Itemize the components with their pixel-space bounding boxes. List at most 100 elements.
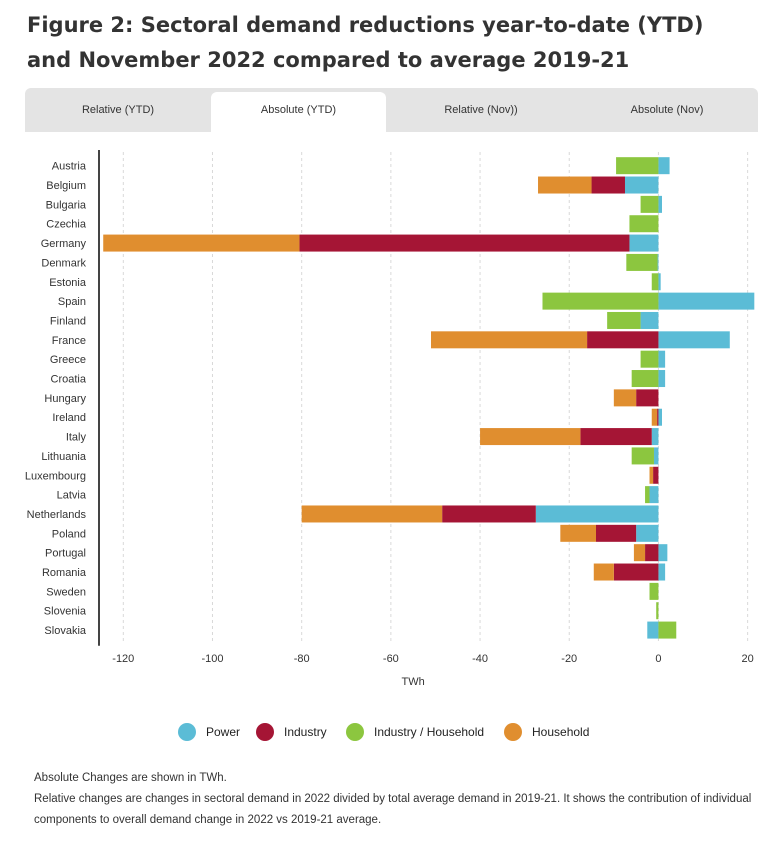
- bar-household-ireland: [651, 408, 658, 426]
- legend-item-household[interactable]: Household: [504, 720, 589, 744]
- bar-household-poland: [560, 524, 596, 542]
- y-tick-label: Hungary: [44, 393, 86, 405]
- bar-industry-household-greece: [640, 350, 659, 368]
- bar-power-bulgaria: [658, 195, 662, 213]
- bar-industry-romania: [613, 563, 659, 581]
- y-tick-label: Sweden: [46, 586, 86, 598]
- bar-power-slovakia: [647, 621, 659, 639]
- bar-industry-household-denmark: [626, 253, 658, 271]
- tab-relative-nov[interactable]: Relative (Nov)): [444, 104, 518, 116]
- y-tick-label: Romania: [42, 567, 87, 579]
- y-tick-label: France: [52, 335, 86, 347]
- y-tick-label: Greece: [50, 354, 86, 366]
- bar-household-france: [431, 331, 588, 349]
- bar-power-netherlands: [535, 505, 659, 523]
- tab-absolute-nov[interactable]: Absolute (Nov): [630, 104, 704, 116]
- bar-industry-household-latvia: [645, 486, 650, 504]
- bar-power-denmark: [657, 253, 659, 271]
- legend-label-industry: Industry: [284, 725, 327, 739]
- y-tick-label: Bulgaria: [46, 199, 87, 211]
- bar-industry-household-finland: [607, 311, 641, 329]
- tab-relative-ytd[interactable]: Relative (YTD): [81, 104, 155, 116]
- legend-label-power: Power: [206, 725, 241, 739]
- y-tick-label: Netherlands: [27, 509, 87, 521]
- bar-power-italy: [651, 428, 659, 446]
- bar-household-romania: [593, 563, 614, 581]
- y-tick-label: Ireland: [52, 412, 86, 424]
- y-tick-label: Poland: [52, 528, 86, 540]
- bar-industry-france: [587, 331, 659, 349]
- bar-industry-ireland: [657, 408, 659, 426]
- bar-power-poland: [636, 524, 659, 542]
- bar-power-austria: [658, 157, 670, 175]
- bar-industry-household-bulgaria: [640, 195, 659, 213]
- bar-industry-portugal: [645, 544, 659, 562]
- bar-industry-germany: [299, 234, 630, 252]
- x-tick-label: -20: [561, 653, 577, 665]
- y-tick-label: Portugal: [45, 548, 86, 560]
- figure-title: Figure 2: Sectoral demand reductions yea…: [27, 13, 704, 72]
- y-tick-label: Croatia: [51, 374, 87, 386]
- bar-power-greece: [658, 350, 666, 368]
- bar-household-belgium: [538, 176, 592, 194]
- y-tick-label: Estonia: [49, 277, 87, 289]
- bar-power-france: [658, 331, 730, 349]
- legend-item-power[interactable]: Power: [178, 720, 240, 744]
- x-tick-label: -80: [294, 653, 310, 665]
- chart-legend: Power Industry Industry / Household Hous…: [0, 720, 773, 744]
- bar-power-portugal: [658, 544, 668, 562]
- bar-industry-household-slovakia: [658, 621, 677, 639]
- bar-industry-luxembourg: [653, 466, 659, 484]
- legend-swatch-power: [178, 723, 196, 741]
- bar-industry-belgium: [591, 176, 625, 194]
- legend-label-industry-household: Industry / Household: [374, 725, 485, 739]
- bar-industry-netherlands: [442, 505, 536, 523]
- bar-industry-household-lithuania: [631, 447, 654, 465]
- x-tick-label: -60: [383, 653, 399, 665]
- y-tick-label: Denmark: [41, 257, 86, 269]
- y-tick-label: Italy: [66, 432, 87, 444]
- bar-power-ireland: [658, 408, 662, 426]
- note-absolute: Absolute Changes are shown in TWh.: [34, 772, 227, 784]
- legend-swatch-industry-household: [346, 723, 364, 741]
- tab-absolute-ytd[interactable]: Absolute (YTD): [211, 92, 386, 132]
- bar-power-germany: [629, 234, 659, 252]
- bar-power-belgium: [624, 176, 659, 194]
- bar-household-luxembourg: [649, 466, 654, 484]
- bar-power-latvia: [649, 486, 659, 504]
- x-tick-label: -40: [472, 653, 488, 665]
- bar-industry-household-czechia: [629, 215, 659, 233]
- y-tick-label: Finland: [50, 315, 86, 327]
- y-tick-label: Slovenia: [44, 606, 87, 618]
- x-tick-label: 20: [741, 653, 753, 665]
- y-tick-label: Spain: [58, 296, 86, 308]
- bar-industry-household-croatia: [631, 370, 659, 388]
- bar-power-lithuania: [653, 447, 659, 465]
- bar-household-italy: [480, 428, 581, 446]
- bar-power-estonia: [658, 273, 661, 291]
- y-tick-label: Latvia: [57, 490, 87, 502]
- bar-power-romania: [658, 563, 666, 581]
- note-relative: Relative changes are changes in sectoral…: [34, 793, 752, 826]
- bar-industry-poland: [596, 524, 637, 542]
- bar-industry-household-austria: [616, 157, 659, 175]
- y-tick-label: Czechia: [46, 219, 87, 231]
- bar-industry-italy: [580, 428, 652, 446]
- legend-swatch-household: [504, 723, 522, 741]
- bar-industry-hungary: [636, 389, 659, 407]
- bar-household-netherlands: [301, 505, 443, 523]
- x-tick-label: 0: [655, 653, 661, 665]
- bar-household-hungary: [613, 389, 637, 407]
- bar-power-croatia: [658, 370, 666, 388]
- y-tick-label: Germany: [41, 238, 87, 250]
- bar-household-portugal: [633, 544, 646, 562]
- bar-household-germany: [103, 234, 300, 252]
- legend-item-industry[interactable]: Industry: [256, 720, 327, 744]
- bar-industry-household-slovenia: [656, 602, 659, 620]
- y-tick-label: Slovakia: [44, 625, 86, 637]
- legend-item-industry-household[interactable]: Industry / Household: [346, 720, 484, 744]
- x-tick-label: -100: [201, 653, 223, 665]
- x-tick-label: -120: [112, 653, 134, 665]
- y-tick-label: Lithuania: [41, 451, 87, 463]
- y-tick-label: Belgium: [46, 180, 86, 192]
